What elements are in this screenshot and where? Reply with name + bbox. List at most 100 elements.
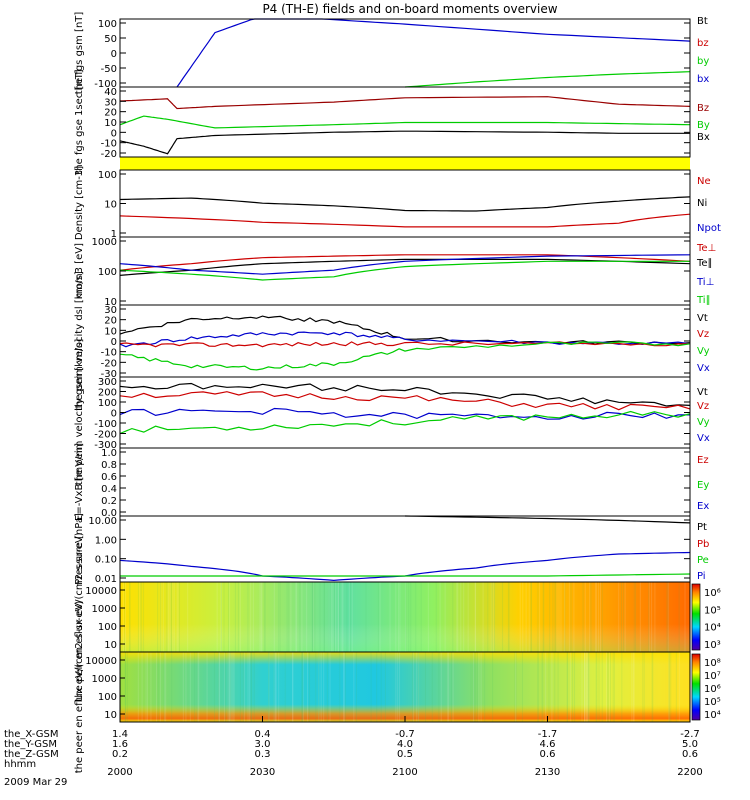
y-tick-label: 50 (104, 34, 117, 45)
y-tick-label: 1000 (92, 604, 117, 615)
legend-Pe: Pe (697, 555, 709, 566)
series-Ni (119, 196, 691, 212)
legend-bx: bx (697, 74, 709, 85)
y-tick-label: 0.2 (101, 496, 117, 507)
legend-Ti⊥: Ti⊥ (696, 277, 714, 288)
y-tick-label: 10000 (85, 656, 117, 667)
panel-frame (119, 304, 691, 378)
y-tick-label: 10 (104, 200, 117, 211)
time-row-value: 1.6 (112, 739, 128, 750)
panel-frame (119, 18, 691, 88)
colorbar-label: 10³ (704, 640, 721, 651)
legend-Vx: Vx (697, 433, 710, 444)
colorbar-label: 10⁶ (704, 588, 721, 599)
legend-Ti∥: Ti∥ (696, 295, 711, 306)
time-row-label: the_X-GSM (4, 729, 58, 740)
y-tick-label: 200 (98, 388, 117, 399)
y-tick-label: 100 (98, 267, 117, 278)
legend-Bz: Bz (697, 103, 709, 114)
time-tick-label: 2030 (250, 767, 275, 778)
time-tick-label: 2200 (677, 767, 702, 778)
y-tick-label: -100 (94, 79, 117, 90)
legend-Ex: Ex (697, 501, 709, 512)
legend-Te⊥: Te⊥ (696, 243, 716, 254)
time-row-value: 0.3 (255, 749, 271, 760)
legend-Pt: Pt (697, 522, 707, 533)
legend-Pi: Pi (697, 571, 706, 582)
panel-9: 10⁶ 10⁵ 10⁴ 10³ 10000 1000 100 10 the peir en ef… (74, 532, 721, 701)
y-tick-label: 10 (104, 118, 117, 129)
series-Vy (119, 341, 691, 371)
legend-bz: bz (697, 38, 709, 49)
panel-1: 100 50 0 -50 -100 Bt bz by bx the fgs gsm [nT] (74, 12, 709, 95)
panel-8: 10.00 1.00 0.10 0.01 Pt Pb Pe Pi Pressure [nPa] (74, 513, 709, 585)
series-bx (176, 18, 691, 88)
y-tick-label: 1 (111, 229, 117, 240)
time-tick-label: 2100 (392, 767, 417, 778)
panel-7: 1.00.80.60.40.20.0 Ez Ey Ex E=-VxB [mV/m] (74, 443, 709, 521)
y-tick-label: -30 (101, 369, 117, 380)
legend-Bt: Bt (697, 16, 708, 27)
time-row-label: the_Z-GSM (4, 749, 59, 760)
time-tick-label: 2000 (107, 767, 132, 778)
legend-Vt: Vt (697, 387, 708, 398)
legend-Vy: Vy (697, 417, 710, 428)
time-row-value: 5.0 (682, 739, 698, 750)
y-tick-label: 40 (104, 87, 117, 98)
colorbar-2: 10⁸ 10⁷ 10⁶ 10⁵ 10⁴ (691, 653, 721, 721)
legend-Vx: Vx (697, 363, 710, 374)
y-tick-label: 20 (104, 316, 117, 327)
series-Pt (404, 515, 691, 524)
y-tick-label: 0.8 (101, 460, 117, 471)
y-tick-label: 0.4 (101, 484, 117, 495)
series-Vy (119, 410, 691, 435)
legend-Vz: Vz (697, 329, 709, 340)
chart-title: P4 (TH-E) fields and on-board moments ov… (262, 2, 557, 16)
y-tick-label: 100 (98, 170, 117, 181)
legend-Bx: Bx (697, 132, 710, 143)
y-tick-label: -100 (94, 419, 117, 430)
colorbar-label: 10⁴ (704, 710, 721, 721)
y-tick-label: 0.0 (101, 508, 117, 519)
y-tick-label: -10 (101, 139, 117, 150)
time-row-label: hhmm (4, 759, 36, 770)
panel-frame (119, 86, 691, 158)
series-Te⊥ (119, 254, 691, 271)
legend-Ni: Ni (697, 198, 707, 209)
legend-Pb: Pb (697, 539, 709, 550)
y-tick-label: 20 (104, 108, 117, 119)
y-tick-label: 100 (98, 692, 117, 703)
legend-by: by (697, 56, 709, 67)
legend-Ne: Ne (697, 176, 711, 187)
time-row-value: 3.0 (255, 739, 271, 750)
series-Vx (119, 407, 690, 420)
legend-Vy: Vy (697, 346, 710, 357)
series-By (119, 115, 691, 129)
time-row-value: 4.0 (397, 739, 413, 750)
y-tick-label: 1000 (92, 674, 117, 685)
legend-Te∥: Te∥ (696, 258, 713, 269)
y-tick-label: -20 (101, 149, 117, 160)
legend-Ey: Ey (697, 480, 709, 491)
y-tick-label: -50 (101, 64, 117, 75)
y-tick-label: 0 (111, 337, 117, 348)
series-Vt (119, 315, 691, 345)
y-tick-label: 100 (98, 622, 117, 633)
panel-4: 1000 100 10 Te⊥ Te∥ Ti⊥ Ti∥ mom3 [eV] (74, 236, 716, 308)
y-tick-label: 100 (98, 398, 117, 409)
y-tick-label: 0 (111, 128, 117, 139)
spectrogram-1 (120, 582, 690, 652)
colorbar-1: 10⁶ 10⁵ 10⁴ 10³ (691, 583, 721, 651)
separator-bar (120, 157, 690, 170)
y-tick-label: 300 (98, 377, 117, 388)
y-tick-label: 0 (111, 49, 117, 60)
time-row-value: 0.2 (112, 749, 128, 760)
y-tick-label: -200 (94, 430, 117, 441)
time-row-value: 0.6 (540, 749, 556, 760)
time-row-label: the_Y-GSM (4, 739, 57, 750)
y-tick-label: 100 (98, 19, 117, 30)
time-tick-label: 2130 (535, 767, 560, 778)
time-row-value: -2.7 (680, 729, 700, 740)
